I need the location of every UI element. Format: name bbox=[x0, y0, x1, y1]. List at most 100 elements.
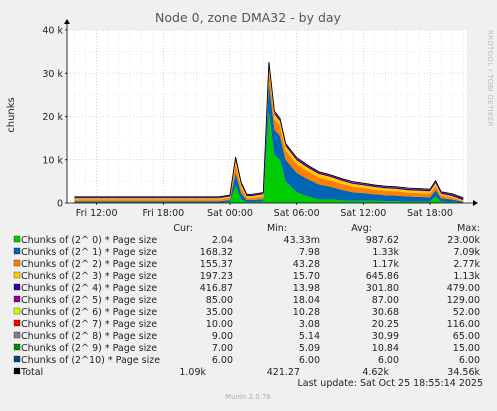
y-axis-label: chunks bbox=[6, 97, 17, 133]
x-tick-label: Sat 18:00 bbox=[407, 208, 453, 219]
legend-max: 23.00k bbox=[447, 235, 480, 246]
y-tick-label: 0 bbox=[57, 199, 63, 210]
x-tick-label: Sat 12:00 bbox=[340, 208, 386, 219]
legend-swatch bbox=[13, 295, 21, 303]
legend-swatch bbox=[13, 319, 21, 327]
legend-min: 18.04 bbox=[293, 295, 320, 306]
legend-min: 15.70 bbox=[293, 271, 320, 282]
legend-max: 129.00 bbox=[447, 295, 480, 306]
legend-avg: 1.17k bbox=[372, 259, 399, 270]
legend-row: Total 1.09k 421.27 4.62k 34.56k bbox=[13, 367, 480, 378]
col-header-max: Max: bbox=[457, 223, 480, 234]
legend-avg: 87.00 bbox=[372, 295, 399, 306]
series-area-0 bbox=[74, 112, 464, 203]
legend-max: 15.00 bbox=[453, 343, 480, 354]
legend-row: Chunks of (2^ 1) * Page size 168.32 7.98 1.… bbox=[13, 247, 480, 258]
y-tick-label: 10 k bbox=[42, 155, 63, 166]
x-tick-label: Sat 06:00 bbox=[274, 208, 320, 219]
legend-avg: 4.62k bbox=[362, 367, 389, 378]
rrdtool-watermark: RRDTOOL / TOBI OETIKER bbox=[486, 30, 494, 127]
legend-min: 7.98 bbox=[299, 247, 320, 258]
legend-swatch bbox=[13, 283, 21, 291]
x-axis-arrow bbox=[473, 200, 478, 206]
legend-max: 52.00 bbox=[453, 307, 480, 318]
x-tick-label: Fri 12:00 bbox=[76, 208, 118, 219]
legend-max: 65.00 bbox=[453, 331, 480, 342]
series-area-1 bbox=[74, 81, 464, 203]
legend-row: Chunks of (2^ 2) * Page size 155.37 43.28 1… bbox=[13, 259, 480, 270]
col-header-avg: Avg: bbox=[351, 223, 372, 234]
legend-label: Chunks of (2^ 5) * Page size bbox=[21, 295, 157, 306]
legend-min: 43.28 bbox=[293, 259, 320, 270]
y-axis-arrow bbox=[64, 19, 70, 24]
legend-cur: 197.23 bbox=[200, 271, 233, 282]
legend-row: Chunks of (2^ 0) * Page size 2.04 43.33m 98… bbox=[13, 235, 480, 246]
legend-swatch bbox=[13, 331, 21, 339]
legend-min: 13.98 bbox=[293, 283, 320, 294]
legend-swatch bbox=[13, 355, 21, 363]
legend-cur: 6.00 bbox=[212, 355, 233, 366]
legend-avg: 301.80 bbox=[366, 283, 399, 294]
legend-label: Chunks of (2^ 7) * Page size bbox=[21, 319, 157, 330]
legend-cur: 416.87 bbox=[200, 283, 233, 294]
legend-max: 7.09k bbox=[453, 247, 480, 258]
col-header-min: Min: bbox=[267, 223, 287, 234]
legend-label: Chunks of (2^ 1) * Page size bbox=[21, 247, 157, 258]
x-tick-labels: Fri 12:00 Fri 18:00 Sat 00:00 Sat 06:00 Sat … bbox=[76, 203, 453, 219]
legend-max: 116.00 bbox=[447, 319, 480, 330]
legend-swatch bbox=[13, 259, 21, 267]
col-header-cur: Cur: bbox=[173, 223, 193, 234]
legend-avg: 987.62 bbox=[366, 235, 399, 246]
legend-max: 34.56k bbox=[447, 367, 480, 378]
legend-avg: 645.86 bbox=[366, 271, 399, 282]
legend-cur: 10.00 bbox=[206, 319, 233, 330]
legend-row: Chunks of (2^ 8) * Page size 9.00 5.14 30.9… bbox=[13, 331, 480, 342]
legend-swatch bbox=[13, 235, 21, 243]
legend-row: Chunks of (2^ 3) * Page size 197.23 15.70 6… bbox=[13, 271, 480, 282]
y-tick-label: 30 k bbox=[42, 69, 63, 80]
legend-cur: 168.32 bbox=[200, 247, 233, 258]
legend-label: Chunks of (2^ 0) * Page size bbox=[21, 235, 157, 246]
legend-min: 3.08 bbox=[299, 319, 320, 330]
stacked-areas bbox=[74, 61, 464, 203]
legend-row: Chunks of (2^ 5) * Page size 85.00 18.04 87… bbox=[13, 295, 480, 306]
legend-swatch bbox=[13, 247, 21, 255]
legend-label: Chunks of (2^ 9) * Page size bbox=[21, 343, 157, 354]
legend-min: 5.14 bbox=[299, 331, 320, 342]
legend-cur: 85.00 bbox=[206, 295, 233, 306]
legend-swatch bbox=[13, 271, 21, 279]
legend-label: Chunks of (2^ 3) * Page size bbox=[21, 271, 157, 282]
legend-avg: 30.68 bbox=[372, 307, 399, 318]
legend-cur: 1.09k bbox=[179, 367, 206, 378]
legend-label: Total bbox=[20, 367, 43, 378]
legend-cur: 2.04 bbox=[212, 235, 233, 246]
x-tick-label: Fri 18:00 bbox=[142, 208, 184, 219]
legend-swatch bbox=[13, 307, 21, 315]
legend-avg: 30.99 bbox=[372, 331, 399, 342]
legend-max: 1.13k bbox=[453, 271, 480, 282]
munin-version: Munin 2.0.76 bbox=[225, 393, 271, 401]
legend-avg: 20.25 bbox=[372, 319, 399, 330]
y-tick-label: 40 k bbox=[42, 26, 63, 37]
legend-avg: 6.00 bbox=[378, 355, 399, 366]
legend-label: Chunks of (2^ 4) * Page size bbox=[21, 283, 157, 294]
legend-swatch bbox=[13, 343, 21, 351]
legend-min: 421.27 bbox=[267, 367, 300, 378]
legend-rows: Chunks of (2^ 0) * Page size 2.04 43.33m 98… bbox=[13, 235, 480, 378]
total-line bbox=[74, 61, 464, 199]
legend-min: 10.28 bbox=[293, 307, 320, 318]
legend-row: Chunks of (2^ 7) * Page size 10.00 3.08 20.… bbox=[13, 319, 480, 330]
legend-min: 6.00 bbox=[299, 355, 320, 366]
legend-min: 5.09 bbox=[299, 343, 320, 354]
legend-cur: 7.00 bbox=[212, 343, 233, 354]
legend-row: Chunks of (2^10) * Page size 6.00 6.00 6.00… bbox=[13, 355, 480, 366]
legend-label: Chunks of (2^ 6) * Page size bbox=[21, 307, 157, 318]
axes bbox=[64, 19, 478, 206]
legend-avg: 10.84 bbox=[372, 343, 399, 354]
legend-row: Chunks of (2^ 4) * Page size 416.87 13.98 3… bbox=[13, 283, 480, 294]
y-tick-label: 20 k bbox=[42, 112, 63, 123]
legend-cur: 155.37 bbox=[200, 259, 233, 270]
x-tick-label: Sat 00:00 bbox=[207, 208, 253, 219]
